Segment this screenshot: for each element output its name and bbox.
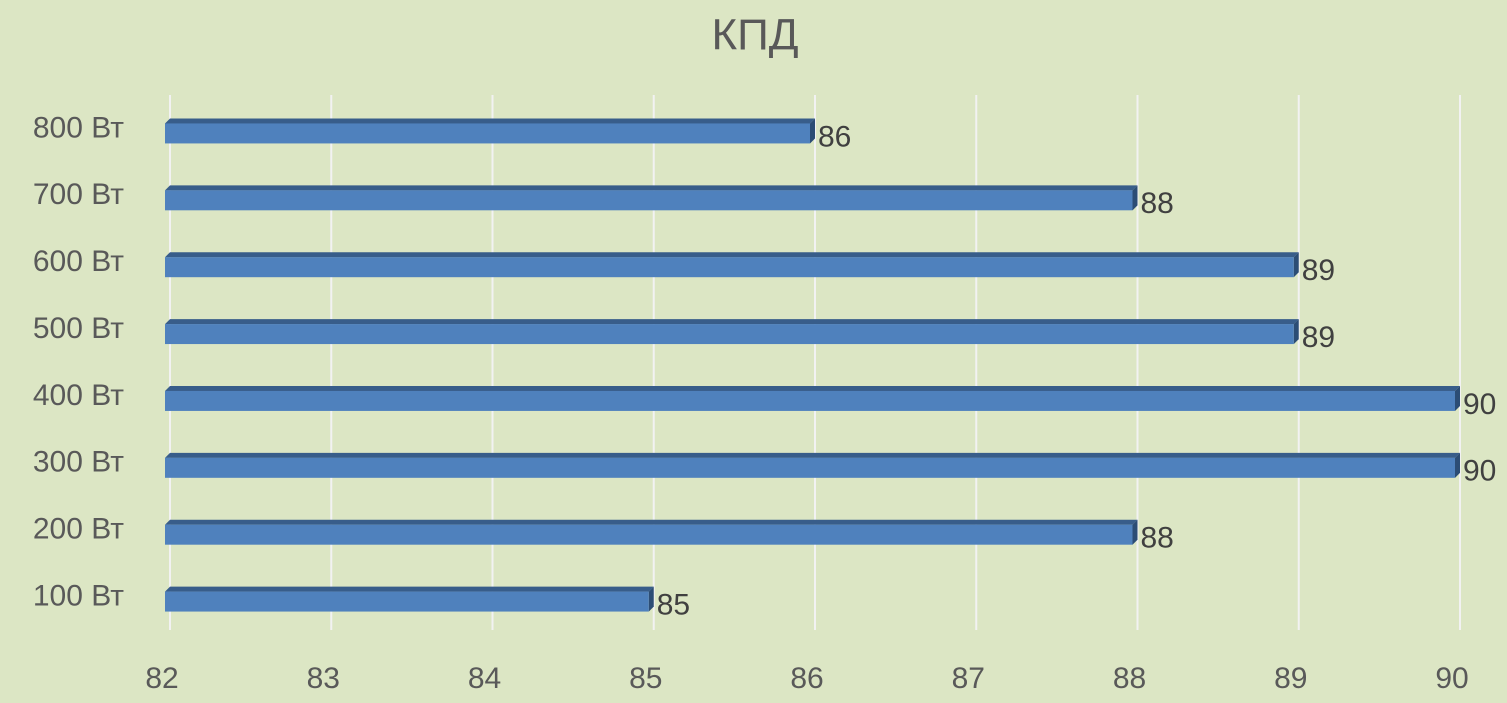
bar-side — [648, 586, 654, 612]
bar — [165, 257, 1294, 278]
x-tick-label: 85 — [629, 662, 662, 695]
bar-side — [1293, 319, 1299, 345]
bar — [165, 190, 1133, 211]
bar — [165, 324, 1294, 345]
data-label: 89 — [1302, 254, 1335, 287]
data-label: 90 — [1463, 388, 1496, 421]
x-tick-label: 84 — [468, 662, 501, 695]
x-tick-label: 86 — [790, 662, 823, 695]
bar — [165, 390, 1455, 411]
bar-top — [165, 319, 1299, 325]
bar-side — [1455, 452, 1460, 478]
bar-side — [1455, 385, 1460, 411]
bar-top — [165, 185, 1138, 191]
y-tick-label: 100 Вт — [33, 579, 124, 612]
bar-top — [165, 519, 1138, 525]
y-tick-label: 300 Вт — [33, 446, 124, 479]
x-tick-label: 88 — [1113, 662, 1146, 695]
data-label: 88 — [1141, 187, 1174, 220]
bar-top — [165, 452, 1460, 458]
data-label: 85 — [657, 588, 690, 621]
x-tick-label: 87 — [952, 662, 985, 695]
bar-side — [1132, 185, 1138, 211]
x-tick-label: 89 — [1274, 662, 1307, 695]
x-tick-label: 83 — [307, 662, 340, 695]
x-tick-label: 90 — [1435, 662, 1468, 695]
data-label: 90 — [1463, 455, 1496, 488]
chart-title: КПД — [711, 11, 798, 60]
bar-top — [165, 118, 815, 124]
bar — [165, 524, 1133, 545]
y-tick-label: 700 Вт — [33, 178, 124, 211]
y-tick-label: 800 Вт — [33, 111, 124, 144]
bar-top — [165, 252, 1299, 258]
y-tick-label: 400 Вт — [33, 379, 124, 412]
bar-top — [165, 586, 654, 592]
y-tick-label: 200 Вт — [33, 513, 124, 546]
data-label: 86 — [818, 120, 851, 153]
bar-side — [810, 118, 815, 144]
data-label: 89 — [1302, 321, 1335, 354]
y-tick-label: 500 Вт — [33, 312, 124, 345]
bar — [165, 123, 810, 144]
bar-top — [165, 385, 1460, 391]
bar — [165, 457, 1455, 478]
y-tick-label: 600 Вт — [33, 245, 124, 278]
bar — [165, 591, 649, 612]
x-tick-label: 82 — [145, 662, 178, 695]
bar-side — [1132, 519, 1138, 545]
bar-side — [1293, 252, 1299, 278]
data-label: 88 — [1141, 522, 1174, 555]
